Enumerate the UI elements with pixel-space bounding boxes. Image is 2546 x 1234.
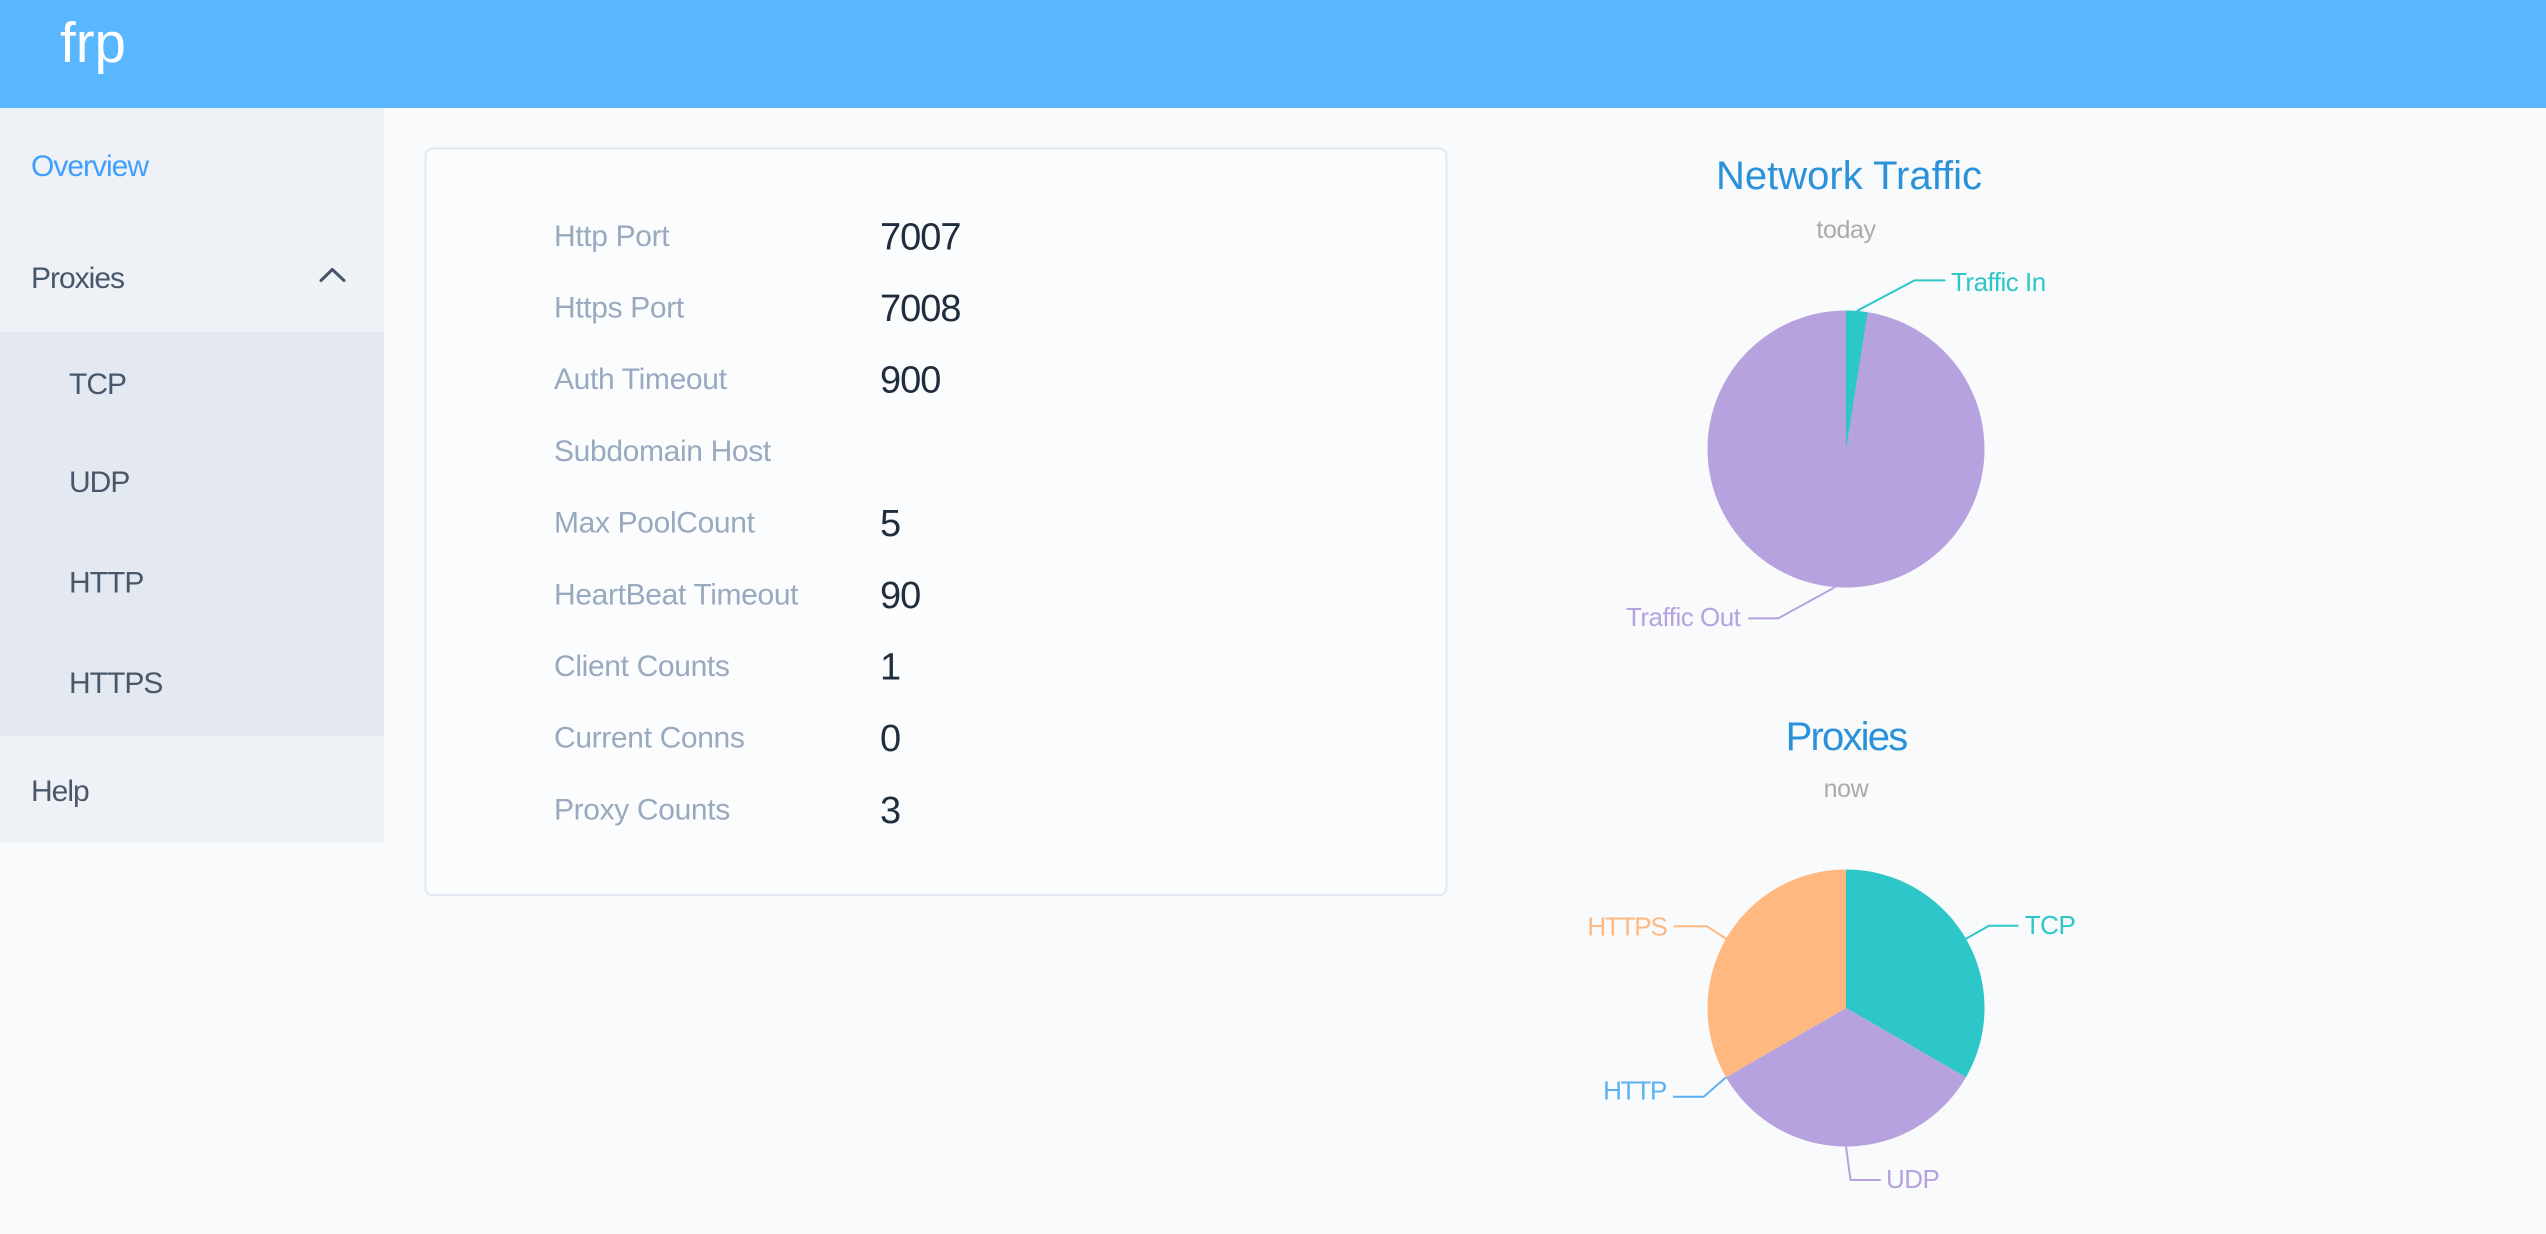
svg-text:Current Conns: Current Conns (554, 722, 745, 755)
svg-text:90: 90 (880, 575, 920, 617)
svg-text:Traffic Out: Traffic Out (1626, 602, 1742, 632)
svg-text:TCP: TCP (2025, 910, 2076, 940)
svg-text:Help: Help (31, 775, 89, 808)
svg-text:Proxy Counts: Proxy Counts (554, 793, 730, 826)
svg-text:7008: 7008 (880, 288, 961, 330)
svg-text:Auth Timeout: Auth Timeout (554, 363, 728, 396)
svg-text:Proxies: Proxies (31, 262, 124, 295)
svg-text:900: 900 (880, 360, 940, 402)
svg-text:Client Counts: Client Counts (554, 650, 730, 683)
svg-text:today: today (1816, 216, 1876, 244)
svg-text:Subdomain Host: Subdomain Host (554, 435, 772, 468)
svg-text:HTTPS: HTTPS (69, 667, 162, 700)
svg-text:Network Traffic: Network Traffic (1716, 154, 1982, 198)
svg-text:0: 0 (880, 718, 900, 760)
svg-text:HeartBeat Timeout: HeartBeat Timeout (554, 578, 799, 611)
svg-text:7007: 7007 (880, 216, 961, 258)
svg-text:HTTPS: HTTPS (1587, 912, 1667, 942)
svg-text:Overview: Overview (31, 150, 149, 183)
svg-text:Https Port: Https Port (554, 292, 685, 325)
svg-text:frp: frp (60, 11, 126, 74)
svg-text:HTTP: HTTP (69, 567, 143, 600)
svg-text:Proxies: Proxies (1786, 715, 1908, 759)
svg-text:5: 5 (880, 503, 900, 545)
svg-text:HTTP: HTTP (1603, 1076, 1666, 1106)
svg-text:Http Port: Http Port (554, 220, 670, 253)
svg-text:UDP: UDP (1886, 1164, 1939, 1194)
svg-text:Traffic In: Traffic In (1951, 267, 2046, 297)
svg-text:1: 1 (880, 647, 900, 689)
svg-text:3: 3 (880, 790, 900, 832)
svg-text:Max PoolCount: Max PoolCount (554, 507, 756, 540)
svg-text:now: now (1824, 775, 1870, 803)
svg-text:TCP: TCP (69, 368, 126, 401)
svg-text:UDP: UDP (69, 466, 129, 499)
